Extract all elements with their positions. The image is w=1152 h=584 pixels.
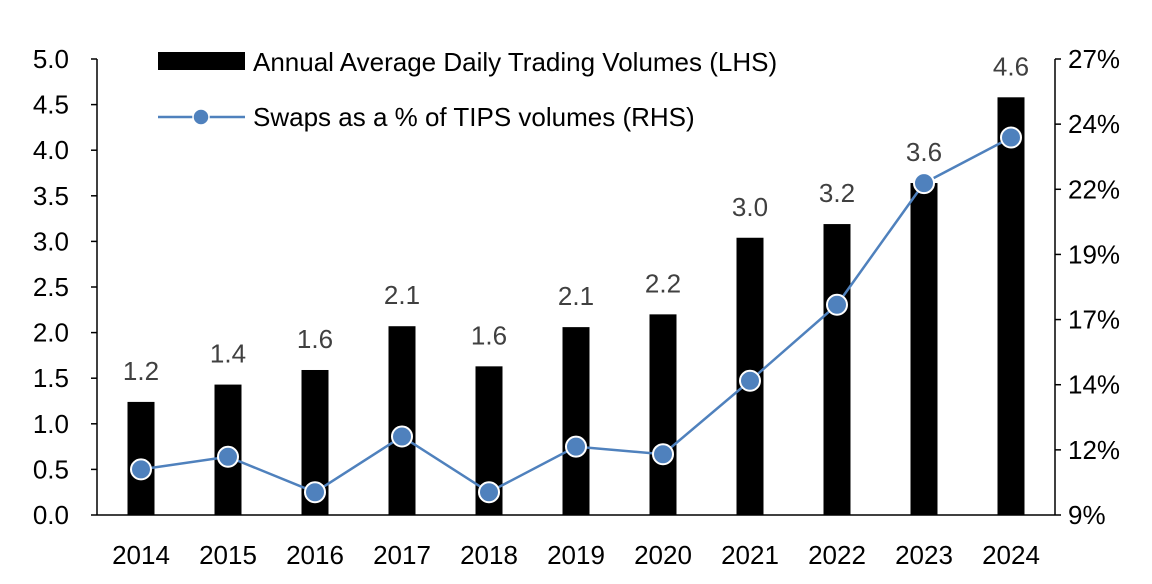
x-axis-tick-label: 2023 xyxy=(895,540,953,570)
bar-data-label: 2.1 xyxy=(384,280,420,310)
x-axis-tick-label: 2016 xyxy=(286,540,344,570)
line-point xyxy=(739,369,761,392)
line-point xyxy=(826,293,848,316)
line-point xyxy=(304,481,326,504)
left-axis-tick-label: 0.0 xyxy=(33,500,69,530)
bar-data-label: 1.6 xyxy=(297,324,333,354)
right-axis-tick-label: 27% xyxy=(1068,44,1120,74)
bar xyxy=(649,314,677,515)
x-axis-tick-label: 2017 xyxy=(373,540,431,570)
x-axis-tick-label: 2020 xyxy=(634,540,692,570)
x-axis-tick-label: 2015 xyxy=(199,540,257,570)
right-axis-tick-label: 17% xyxy=(1068,305,1120,335)
left-axis-tick-label: 4.5 xyxy=(33,90,69,120)
legend-label: Annual Average Daily Trading Volumes (LH… xyxy=(253,47,777,77)
x-axis-tick-label: 2018 xyxy=(460,540,518,570)
bar-data-label: 3.0 xyxy=(732,192,768,222)
x-axis-tick-label: 2014 xyxy=(112,540,170,570)
bar-data-label: 3.2 xyxy=(819,178,855,208)
bar xyxy=(910,183,938,516)
right-axis-tick-label: 14% xyxy=(1068,370,1120,400)
left-axis-tick-label: 2.5 xyxy=(33,272,69,302)
bar xyxy=(562,327,590,515)
left-axis-tick-label: 1.5 xyxy=(33,363,69,393)
bar-data-label: 2.1 xyxy=(558,281,594,311)
bar-data-label: 1.2 xyxy=(123,356,159,386)
line-point xyxy=(913,172,935,195)
x-axis-tick-label: 2024 xyxy=(982,540,1040,570)
line-point xyxy=(565,435,587,458)
bar-data-label: 4.6 xyxy=(993,51,1029,81)
line-point xyxy=(652,443,674,466)
line-point xyxy=(478,481,500,504)
right-axis-tick-label: 22% xyxy=(1068,174,1120,204)
bar xyxy=(823,224,851,515)
bar xyxy=(388,326,416,515)
bar-data-label: 2.2 xyxy=(645,268,681,298)
left-axis-tick-label: 1.0 xyxy=(33,409,69,439)
legend-label: Swaps as a % of TIPS volumes (RHS) xyxy=(253,102,695,132)
x-axis-tick-label: 2022 xyxy=(808,540,866,570)
x-axis-tick-label: 2019 xyxy=(547,540,605,570)
line-point xyxy=(130,458,152,481)
right-axis-tick-label: 9% xyxy=(1068,500,1106,530)
line-point xyxy=(391,425,413,448)
line-point xyxy=(1000,126,1022,149)
bar-data-label: 3.6 xyxy=(906,137,942,167)
right-axis-tick-label: 24% xyxy=(1068,109,1120,139)
left-axis-tick-label: 3.5 xyxy=(33,181,69,211)
right-axis-tick-label: 12% xyxy=(1068,435,1120,465)
right-axis-tick-label: 19% xyxy=(1068,239,1120,269)
line-point xyxy=(217,445,239,468)
bar-data-label: 1.6 xyxy=(471,320,507,350)
left-axis-tick-label: 4.0 xyxy=(33,135,69,165)
left-axis-tick-label: 3.0 xyxy=(33,226,69,256)
legend-marker xyxy=(192,108,210,126)
legend-bar-swatch xyxy=(158,52,245,70)
x-axis-tick-label: 2021 xyxy=(721,540,779,570)
left-axis-tick-label: 2.0 xyxy=(33,318,69,348)
left-axis-tick-label: 0.5 xyxy=(33,454,69,484)
bar-data-label: 1.4 xyxy=(210,339,246,369)
bar xyxy=(997,97,1025,515)
left-axis-tick-label: 5.0 xyxy=(33,44,69,74)
